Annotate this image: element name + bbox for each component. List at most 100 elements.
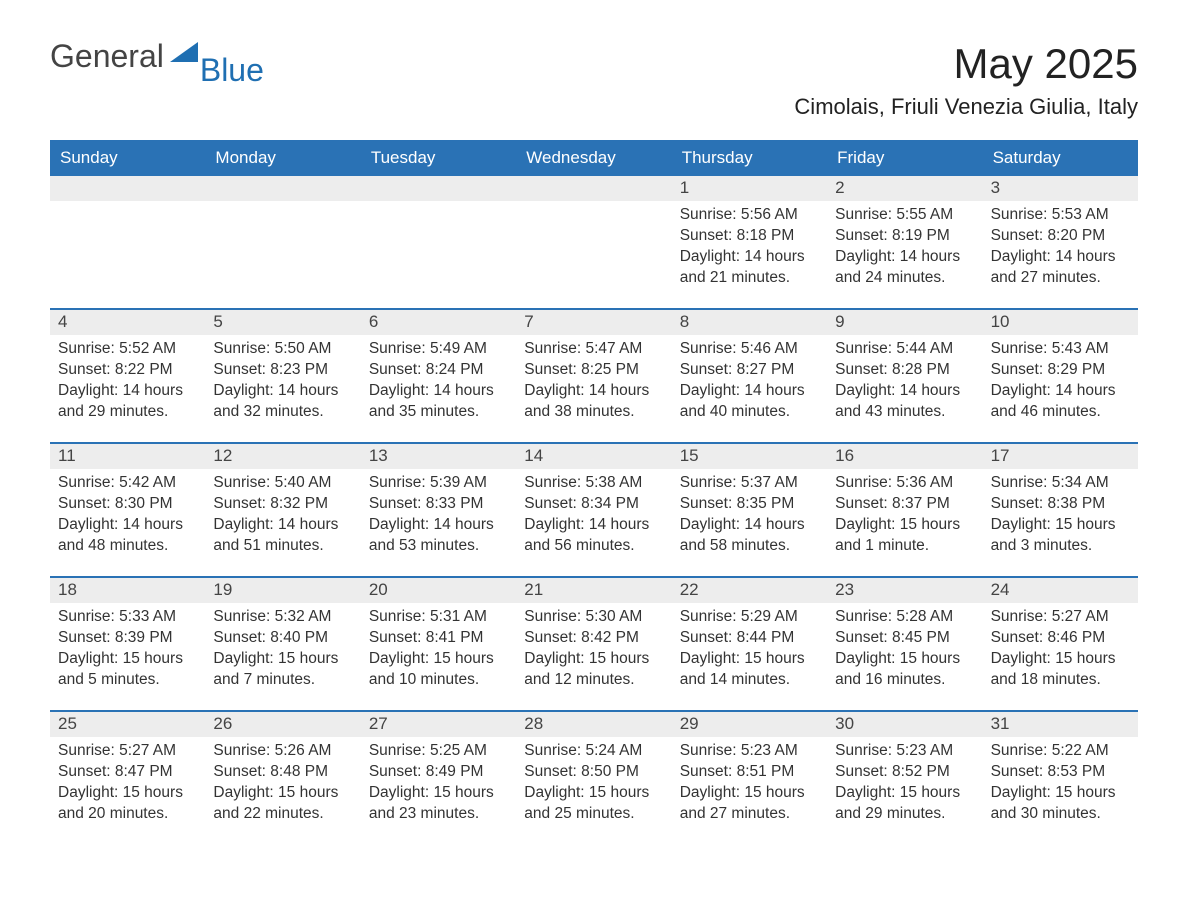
sunrise-line-label: Sunrise: <box>213 742 274 759</box>
sunrise-line-label: Sunrise: <box>835 206 896 223</box>
day-number: 26 <box>205 712 360 737</box>
daylight-line: Daylight: 14 hours and 35 minutes. <box>369 381 508 423</box>
sunset-line-value: 8:50 PM <box>581 763 639 780</box>
sunrise-line: Sunrise: 5:38 AM <box>524 473 663 494</box>
sunrise-line: Sunrise: 5:22 AM <box>991 741 1130 762</box>
day-details: Sunrise: 5:38 AMSunset: 8:34 PMDaylight:… <box>516 469 671 563</box>
daylight-line-label: Daylight: <box>835 382 900 399</box>
calendar-day-cell: 21Sunrise: 5:30 AMSunset: 8:42 PMDayligh… <box>516 578 671 710</box>
daylight-line: Daylight: 14 hours and 58 minutes. <box>680 515 819 557</box>
daylight-line: Daylight: 15 hours and 7 minutes. <box>213 649 352 691</box>
brand-logo: General Blue <box>50 40 268 72</box>
sunset-line: Sunset: 8:29 PM <box>991 360 1130 381</box>
sunset-line: Sunset: 8:37 PM <box>835 494 974 515</box>
day-number: 11 <box>50 444 205 469</box>
sunset-line-label: Sunset: <box>991 629 1048 646</box>
day-number <box>50 176 205 201</box>
sunrise-line-label: Sunrise: <box>524 474 585 491</box>
header-row: General Blue May 2025 Cimolais, Friuli V… <box>50 40 1138 120</box>
daylight-line-label: Daylight: <box>835 784 900 801</box>
sunset-line-label: Sunset: <box>369 495 426 512</box>
sunrise-line-value: 5:33 AM <box>119 608 176 625</box>
calendar-week: 18Sunrise: 5:33 AMSunset: 8:39 PMDayligh… <box>50 576 1138 710</box>
daylight-line-label: Daylight: <box>369 516 434 533</box>
daylight-line: Daylight: 15 hours and 1 minute. <box>835 515 974 557</box>
sunset-line-value: 8:48 PM <box>270 763 328 780</box>
daylight-line: Daylight: 14 hours and 24 minutes. <box>835 247 974 289</box>
sunset-line-value: 8:35 PM <box>737 495 795 512</box>
day-details: Sunrise: 5:30 AMSunset: 8:42 PMDaylight:… <box>516 603 671 697</box>
sunset-line-value: 8:44 PM <box>737 629 795 646</box>
sunset-line-label: Sunset: <box>58 495 115 512</box>
sunrise-line-value: 5:50 AM <box>275 340 332 357</box>
sunset-line-label: Sunset: <box>58 361 115 378</box>
sunset-line: Sunset: 8:41 PM <box>369 628 508 649</box>
sunrise-line-label: Sunrise: <box>58 340 119 357</box>
day-details: Sunrise: 5:28 AMSunset: 8:45 PMDaylight:… <box>827 603 982 697</box>
day-number: 5 <box>205 310 360 335</box>
day-number: 7 <box>516 310 671 335</box>
daylight-line: Daylight: 14 hours and 38 minutes. <box>524 381 663 423</box>
dow-saturday: Saturday <box>983 142 1138 176</box>
sunset-line-value: 8:42 PM <box>581 629 639 646</box>
day-details <box>516 201 671 211</box>
sunset-line-value: 8:24 PM <box>426 361 484 378</box>
daylight-line-label: Daylight: <box>680 650 745 667</box>
day-details: Sunrise: 5:29 AMSunset: 8:44 PMDaylight:… <box>672 603 827 697</box>
daylight-line: Daylight: 14 hours and 53 minutes. <box>369 515 508 557</box>
sunrise-line: Sunrise: 5:40 AM <box>213 473 352 494</box>
daylight-line: Daylight: 14 hours and 51 minutes. <box>213 515 352 557</box>
sunset-line-label: Sunset: <box>680 629 737 646</box>
sunrise-line: Sunrise: 5:37 AM <box>680 473 819 494</box>
day-number: 9 <box>827 310 982 335</box>
daylight-line: Daylight: 15 hours and 23 minutes. <box>369 783 508 825</box>
daylight-line: Daylight: 15 hours and 20 minutes. <box>58 783 197 825</box>
sunset-line: Sunset: 8:39 PM <box>58 628 197 649</box>
sunset-line: Sunset: 8:52 PM <box>835 762 974 783</box>
sunrise-line-label: Sunrise: <box>524 340 585 357</box>
daylight-line-label: Daylight: <box>58 516 123 533</box>
daylight-line: Daylight: 14 hours and 27 minutes. <box>991 247 1130 289</box>
sunset-line: Sunset: 8:45 PM <box>835 628 974 649</box>
daylight-line: Daylight: 15 hours and 3 minutes. <box>991 515 1130 557</box>
day-details: Sunrise: 5:26 AMSunset: 8:48 PMDaylight:… <box>205 737 360 831</box>
calendar-day-cell: 13Sunrise: 5:39 AMSunset: 8:33 PMDayligh… <box>361 444 516 576</box>
day-details: Sunrise: 5:34 AMSunset: 8:38 PMDaylight:… <box>983 469 1138 563</box>
daylight-line: Daylight: 15 hours and 27 minutes. <box>680 783 819 825</box>
sunset-line: Sunset: 8:25 PM <box>524 360 663 381</box>
calendar-week: 11Sunrise: 5:42 AMSunset: 8:30 PMDayligh… <box>50 442 1138 576</box>
day-number: 21 <box>516 578 671 603</box>
sunrise-line-label: Sunrise: <box>680 206 741 223</box>
sunset-line-label: Sunset: <box>991 227 1048 244</box>
sunset-line-label: Sunset: <box>524 361 581 378</box>
sunrise-line-label: Sunrise: <box>58 742 119 759</box>
daylight-line-label: Daylight: <box>680 516 745 533</box>
calendar-day-cell: 27Sunrise: 5:25 AMSunset: 8:49 PMDayligh… <box>361 712 516 844</box>
sunrise-line-value: 5:40 AM <box>275 474 332 491</box>
day-number: 13 <box>361 444 516 469</box>
sunset-line: Sunset: 8:22 PM <box>58 360 197 381</box>
sunrise-line-value: 5:34 AM <box>1052 474 1109 491</box>
calendar-day-cell: 31Sunrise: 5:22 AMSunset: 8:53 PMDayligh… <box>983 712 1138 844</box>
day-details: Sunrise: 5:55 AMSunset: 8:19 PMDaylight:… <box>827 201 982 295</box>
sunrise-line-value: 5:32 AM <box>275 608 332 625</box>
daylight-line: Daylight: 14 hours and 43 minutes. <box>835 381 974 423</box>
calendar-day-cell: 8Sunrise: 5:46 AMSunset: 8:27 PMDaylight… <box>672 310 827 442</box>
sunset-line: Sunset: 8:19 PM <box>835 226 974 247</box>
sunset-line-label: Sunset: <box>369 763 426 780</box>
sunrise-line-label: Sunrise: <box>213 474 274 491</box>
sunrise-line-value: 5:37 AM <box>741 474 798 491</box>
day-details: Sunrise: 5:43 AMSunset: 8:29 PMDaylight:… <box>983 335 1138 429</box>
daylight-line: Daylight: 14 hours and 56 minutes. <box>524 515 663 557</box>
sunrise-line: Sunrise: 5:36 AM <box>835 473 974 494</box>
sunset-line-label: Sunset: <box>680 227 737 244</box>
dow-thursday: Thursday <box>672 142 827 176</box>
daylight-line-label: Daylight: <box>213 650 278 667</box>
sunset-line: Sunset: 8:18 PM <box>680 226 819 247</box>
daylight-line: Daylight: 15 hours and 22 minutes. <box>213 783 352 825</box>
daylight-line: Daylight: 15 hours and 25 minutes. <box>524 783 663 825</box>
sunrise-line-label: Sunrise: <box>369 474 430 491</box>
calendar-day-cell: 7Sunrise: 5:47 AMSunset: 8:25 PMDaylight… <box>516 310 671 442</box>
sunset-line-label: Sunset: <box>991 495 1048 512</box>
daylight-line: Daylight: 15 hours and 5 minutes. <box>58 649 197 691</box>
